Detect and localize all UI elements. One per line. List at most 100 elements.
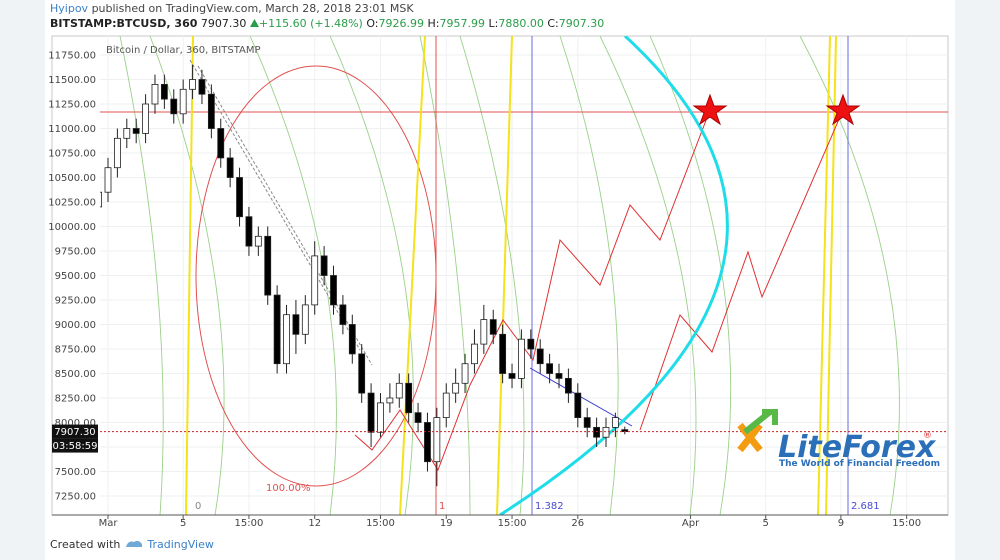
candle-body — [583, 417, 591, 428]
projection — [354, 109, 711, 472]
x-tick-label: 9 — [838, 518, 844, 529]
ohlc-label: C: — [547, 17, 559, 30]
candle-body — [489, 319, 497, 335]
candle-body — [433, 417, 441, 463]
y-tick-label: 7500.00 — [55, 467, 96, 478]
ohlc-value: 7957.99 — [439, 17, 486, 30]
candle-body — [132, 128, 140, 134]
ohlc-c: C:7907.30 — [547, 17, 604, 30]
ohlc-value: 7926.99 — [378, 17, 425, 30]
candle-body — [236, 177, 243, 218]
projection — [639, 109, 844, 431]
x-tick-label: 15:00 — [366, 518, 395, 529]
candle-body — [217, 128, 225, 159]
candle-body — [179, 88, 187, 115]
ohlc-value: 7880.00 — [498, 17, 544, 30]
symbol-line: BITSTAMP:BTCUSD, 360 7907.30 +115.60 (+1… — [50, 17, 604, 30]
candle-body — [386, 397, 394, 404]
y-tick-label: 9000.00 — [55, 320, 96, 331]
candle-body — [452, 382, 460, 394]
arc — [499, 36, 729, 515]
candle-body — [565, 377, 572, 394]
change: +115.60 (+1.48%) — [258, 17, 363, 30]
ohlc-label: L: — [488, 17, 499, 30]
fib-arcs — [119, 36, 900, 515]
logo-brand: LiteForex — [778, 430, 937, 465]
countdown-text: 03:58:59 — [53, 441, 98, 452]
y-tick-label: 8000.00 — [55, 418, 96, 429]
x-tick-label: 12 — [308, 518, 321, 529]
annotation: 100.00% — [266, 483, 311, 494]
annotation: 1.382 — [535, 501, 564, 512]
y-tick-label: 10250.00 — [48, 198, 96, 209]
y-tick-label: 10000.00 — [48, 222, 96, 233]
y-tick-label: 11500.00 — [48, 75, 96, 86]
candle-body — [377, 402, 384, 433]
x-tick-label: 19 — [440, 518, 453, 529]
logo-icon — [737, 422, 763, 453]
candle-body — [395, 382, 403, 399]
candle-body — [358, 353, 366, 394]
axes: 7250.007500.007750.008000.008250.008500.… — [48, 51, 948, 529]
x-tick-label: 5 — [763, 518, 769, 529]
y-tick-label: 7250.00 — [55, 491, 96, 502]
y-tick-label: 11250.00 — [48, 100, 96, 111]
yellow-lines — [185, 36, 837, 515]
candle-body — [273, 294, 281, 365]
candle-body — [311, 255, 319, 306]
ohlc-label: O: — [366, 17, 379, 30]
candle-body — [461, 363, 469, 384]
published: published on TradingView.com, March 28, … — [91, 2, 414, 15]
logo-tagline: The World of Financial Freedom — [779, 459, 940, 469]
logo: LiteForex ® The World of Financial Freed… — [737, 409, 940, 469]
author[interactable]: Hyipov — [50, 2, 89, 15]
footer-text: Created with — [50, 538, 121, 551]
candle-body — [104, 167, 112, 193]
candle-body — [123, 128, 131, 139]
candle-body — [499, 333, 507, 374]
candle-body — [245, 216, 253, 247]
x-tick-label: 15:00 — [892, 518, 921, 529]
candle-body — [339, 304, 347, 325]
candle-body — [508, 373, 516, 379]
candle-body — [301, 304, 309, 335]
candle-body — [536, 348, 544, 365]
candle-body — [424, 422, 431, 463]
x-tick-label: Apr — [682, 518, 700, 529]
candle-body — [330, 275, 337, 306]
candle-body — [160, 84, 168, 100]
candle-body — [254, 235, 262, 247]
candle-body — [405, 382, 413, 414]
price-tag-text: 7907.30 — [54, 427, 95, 438]
candle-body — [527, 338, 535, 350]
candle-body — [414, 412, 422, 423]
x-tick-label: 15:00 — [498, 518, 527, 529]
candle-body — [292, 314, 300, 335]
candle-body — [151, 84, 159, 105]
header-line: Hyipov published on TradingView.com, Mar… — [50, 2, 414, 15]
candle-body — [546, 363, 554, 374]
footer-brand[interactable]: TradingView — [147, 538, 214, 551]
symbol: BITSTAMP:BTCUSD, 360 — [50, 17, 198, 30]
candle-body — [442, 392, 450, 418]
candle-body — [602, 426, 610, 438]
annotation: 0 — [195, 501, 201, 512]
star — [825, 93, 861, 126]
candle-body — [320, 255, 328, 276]
candle-body — [593, 426, 600, 438]
chart-title: Bitcoin / Dollar, 360, BITSTAMP — [106, 45, 261, 56]
annotation: 2.681 — [851, 501, 880, 512]
tv-icon — [125, 540, 142, 547]
ohlc-l: L:7880.00 — [489, 17, 544, 30]
candle-body — [170, 98, 178, 115]
y-tick-label: 8250.00 — [55, 393, 96, 404]
y-tick-label: 9500.00 — [55, 271, 96, 282]
footer: Created with TradingView — [50, 538, 214, 551]
y-tick-label: 8750.00 — [55, 344, 96, 355]
x-tick-label: 15:00 — [235, 518, 264, 529]
y-tick-label: 11750.00 — [48, 51, 96, 62]
candle-body — [480, 319, 488, 345]
candle-body — [555, 373, 563, 379]
candle-body — [367, 392, 375, 433]
